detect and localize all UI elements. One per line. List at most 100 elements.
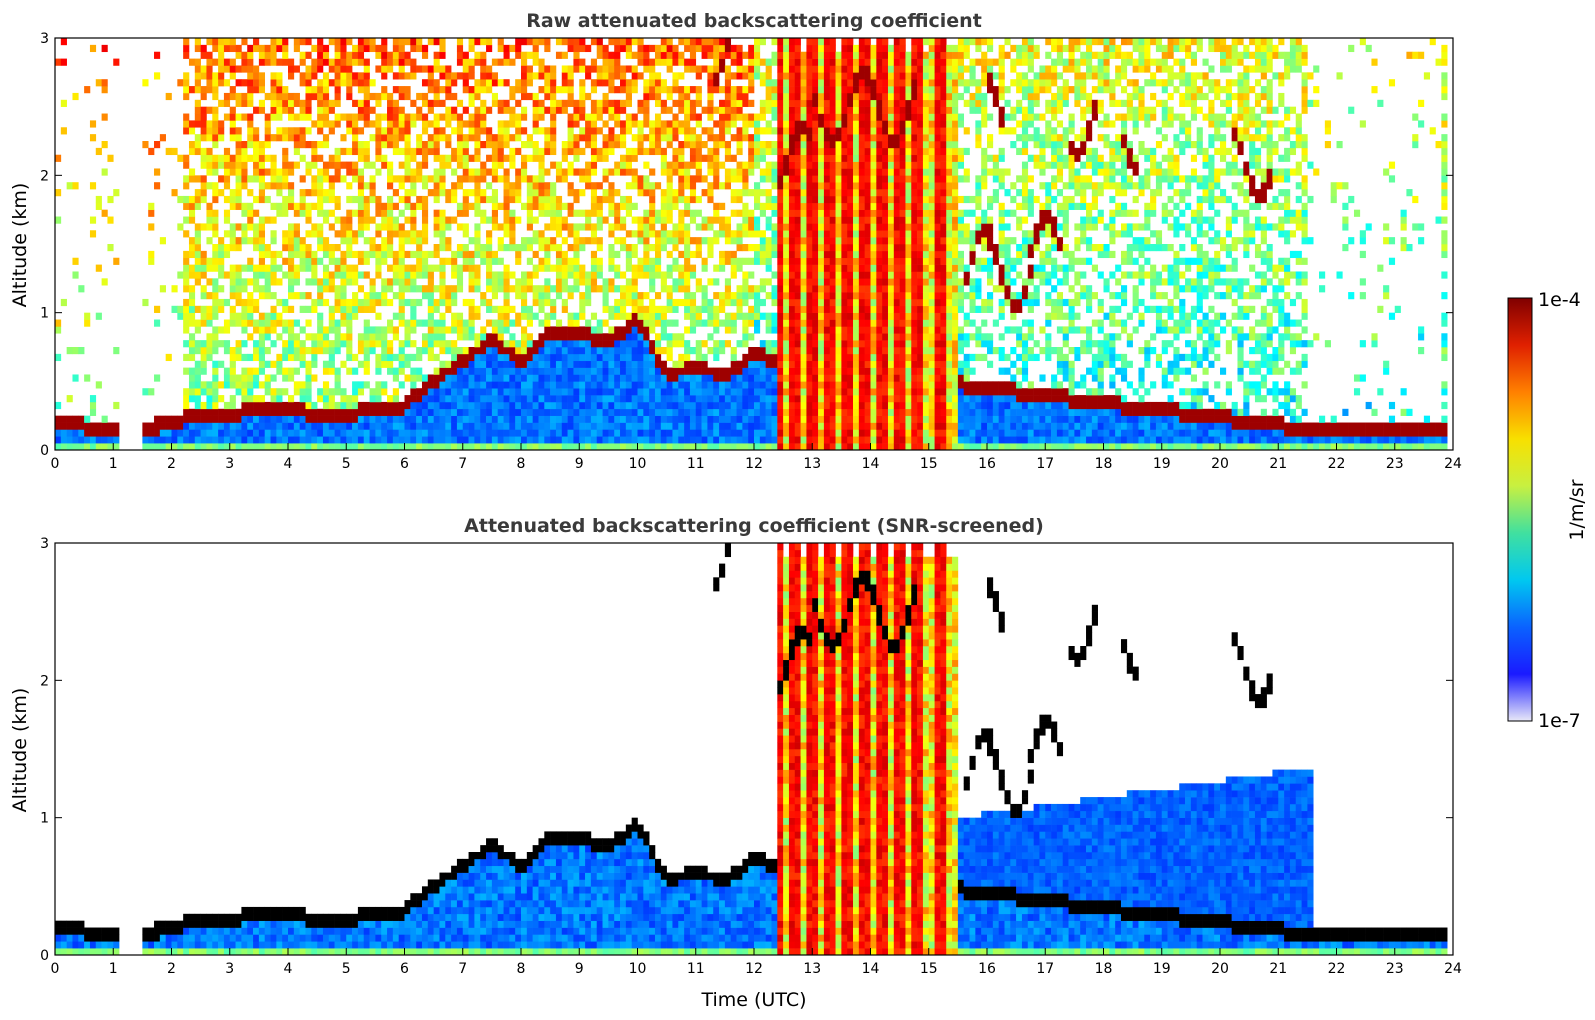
heatmap-cell bbox=[346, 195, 353, 204]
heatmap-cell bbox=[328, 250, 335, 259]
heatmap-cell bbox=[223, 175, 231, 183]
heatmap-cell bbox=[625, 244, 632, 252]
heatmap-cell bbox=[491, 134, 499, 142]
heatmap-cell bbox=[421, 202, 429, 210]
heatmap-cell bbox=[486, 79, 493, 87]
heatmap-cell bbox=[194, 401, 201, 410]
heatmap-cell bbox=[142, 141, 149, 149]
heatmap-cell bbox=[387, 264, 394, 272]
heatmap-cell bbox=[678, 367, 685, 375]
heatmap-cell bbox=[177, 79, 184, 87]
heatmap-cell bbox=[468, 443, 475, 450]
heatmap-cell bbox=[288, 429, 295, 437]
heatmap-cell bbox=[456, 120, 464, 128]
heatmap-cell bbox=[521, 278, 528, 286]
heatmap-cell bbox=[148, 429, 155, 437]
heatmap-cell bbox=[654, 395, 662, 403]
heatmap-cell bbox=[754, 120, 761, 128]
heatmap-cell bbox=[573, 395, 580, 403]
heatmap-cell bbox=[701, 223, 708, 231]
heatmap-cell bbox=[218, 360, 225, 368]
heatmap-cell bbox=[258, 99, 266, 107]
heatmap-cell bbox=[474, 189, 481, 197]
heatmap-cell bbox=[288, 257, 295, 265]
heatmap-cell bbox=[188, 271, 196, 279]
heatmap-cell bbox=[625, 195, 632, 204]
heatmap-cell bbox=[707, 305, 714, 313]
heatmap-cell bbox=[177, 422, 184, 430]
heatmap-cell bbox=[666, 305, 673, 313]
heatmap-cell bbox=[590, 250, 598, 259]
heatmap-cell bbox=[573, 195, 580, 204]
heatmap-cell bbox=[806, 257, 813, 265]
heatmap-cell bbox=[328, 429, 335, 437]
heatmap-cell bbox=[480, 79, 487, 87]
heatmap-cell bbox=[247, 436, 254, 444]
heatmap-cell bbox=[532, 51, 539, 59]
heatmap-cell bbox=[177, 223, 184, 231]
heatmap-cell bbox=[724, 72, 732, 80]
heatmap-cell bbox=[695, 401, 702, 410]
heatmap-cell bbox=[509, 319, 516, 327]
heatmap-cell bbox=[724, 106, 732, 114]
heatmap-cell bbox=[736, 395, 743, 403]
heatmap-cell bbox=[456, 347, 464, 355]
heatmap-cell bbox=[491, 319, 499, 327]
heatmap-cell bbox=[555, 347, 563, 355]
heatmap-cell bbox=[759, 141, 766, 149]
heatmap-cell bbox=[748, 408, 755, 416]
heatmap-cell bbox=[439, 408, 446, 416]
heatmap-cell bbox=[521, 333, 528, 341]
heatmap-cell bbox=[381, 202, 388, 210]
heatmap-cell bbox=[497, 340, 504, 348]
heatmap-cell bbox=[264, 415, 271, 423]
heatmap-cell bbox=[625, 340, 632, 348]
heatmap-cell bbox=[334, 333, 341, 341]
heatmap-cell bbox=[620, 388, 627, 396]
heatmap-cell bbox=[579, 305, 586, 313]
heatmap-cell bbox=[218, 298, 225, 307]
heatmap-cell bbox=[486, 285, 493, 293]
heatmap-cell bbox=[398, 415, 405, 423]
heatmap-cell bbox=[765, 264, 772, 272]
heatmap-cell bbox=[777, 298, 784, 307]
heatmap-cell bbox=[456, 422, 464, 430]
heatmap-cell bbox=[596, 443, 603, 450]
heatmap-cell bbox=[194, 79, 201, 87]
heatmap-cell bbox=[759, 209, 766, 217]
heatmap-cell bbox=[538, 340, 545, 348]
heatmap-cell bbox=[602, 216, 609, 224]
heatmap-cell bbox=[625, 202, 632, 210]
heatmap-cell bbox=[317, 79, 324, 87]
heatmap-cell bbox=[468, 72, 475, 80]
heatmap-cell bbox=[439, 72, 446, 80]
heatmap-cell bbox=[614, 333, 621, 341]
heatmap-cell bbox=[381, 209, 388, 217]
heatmap-cell bbox=[357, 298, 365, 307]
heatmap-cell bbox=[229, 161, 236, 169]
heatmap-cell bbox=[188, 285, 196, 293]
heatmap-cell bbox=[212, 360, 219, 368]
heatmap-cell bbox=[253, 209, 260, 217]
heatmap-cell bbox=[474, 127, 481, 135]
heatmap-cell bbox=[229, 38, 236, 46]
heatmap-cell bbox=[596, 415, 603, 423]
heatmap-cell bbox=[258, 58, 266, 66]
heatmap-cell bbox=[241, 395, 248, 403]
heatmap-cell bbox=[579, 353, 586, 362]
heatmap-cell bbox=[468, 429, 475, 437]
heatmap-cell bbox=[713, 161, 720, 169]
heatmap-cell bbox=[509, 271, 516, 279]
heatmap-cell bbox=[742, 99, 749, 107]
heatmap-cell bbox=[247, 408, 254, 416]
heatmap-cell bbox=[381, 86, 388, 94]
heatmap-cell bbox=[794, 292, 801, 300]
heatmap-cell bbox=[748, 347, 755, 355]
heatmap-cell bbox=[305, 189, 312, 197]
heatmap-cell bbox=[258, 223, 266, 231]
heatmap-cell bbox=[754, 415, 761, 423]
heatmap-cell bbox=[311, 333, 318, 341]
heatmap-cell bbox=[363, 333, 370, 341]
heatmap-cell bbox=[474, 271, 481, 279]
heatmap-cell bbox=[684, 298, 691, 307]
